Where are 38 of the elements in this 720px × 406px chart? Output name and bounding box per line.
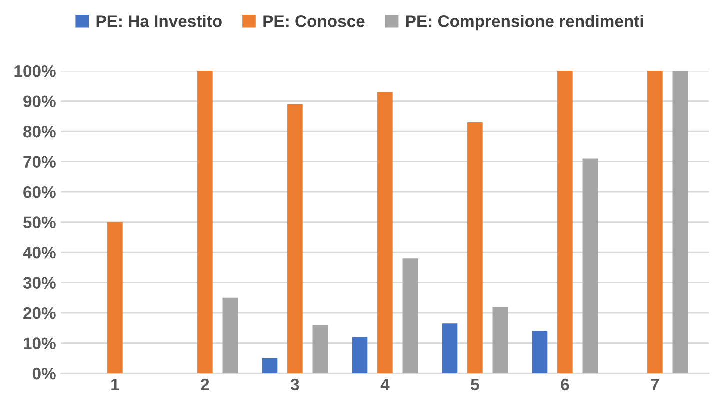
bar <box>262 358 278 374</box>
legend-label: PE: Conosce <box>264 16 365 28</box>
y-tick-label: 60% <box>24 186 56 198</box>
y-tick-label: 80% <box>24 126 56 138</box>
bar <box>582 158 598 374</box>
bar <box>532 331 548 374</box>
bar <box>198 71 213 374</box>
bar <box>222 298 238 374</box>
y-tick-label: 0% <box>32 368 56 380</box>
y-tick-label: 50% <box>23 216 56 228</box>
x-tick-label: 2 <box>201 378 210 390</box>
bar <box>378 92 393 374</box>
bar <box>352 337 368 374</box>
bar <box>468 122 483 374</box>
legend-label: PE: Ha Investito <box>96 15 222 28</box>
x-tick-label: 6 <box>561 378 570 391</box>
y-tick-label: 100% <box>14 65 56 78</box>
x-tick-label: 5 <box>471 378 480 391</box>
bar <box>312 325 328 374</box>
bar <box>288 104 303 374</box>
y-tick-label: 90% <box>24 96 56 108</box>
x-tick-label: 1 <box>112 378 120 390</box>
bar <box>442 324 458 374</box>
y-tick-label: 20% <box>24 307 56 320</box>
y-tick-label: 10% <box>24 338 56 350</box>
bar <box>492 306 508 374</box>
x-tick-label: 4 <box>380 378 390 390</box>
y-tick-label: 40% <box>23 246 56 259</box>
bar <box>672 71 688 374</box>
bar <box>558 71 573 374</box>
legend-label: PE: Comprensione rendimenti <box>406 15 644 31</box>
bar <box>402 258 418 374</box>
bar <box>108 222 123 374</box>
y-tick-label: 70% <box>24 156 56 168</box>
bar <box>648 71 663 374</box>
x-tick-label: 3 <box>290 378 300 391</box>
x-tick-label: 7 <box>651 378 660 390</box>
y-tick-label: 30% <box>23 277 56 290</box>
